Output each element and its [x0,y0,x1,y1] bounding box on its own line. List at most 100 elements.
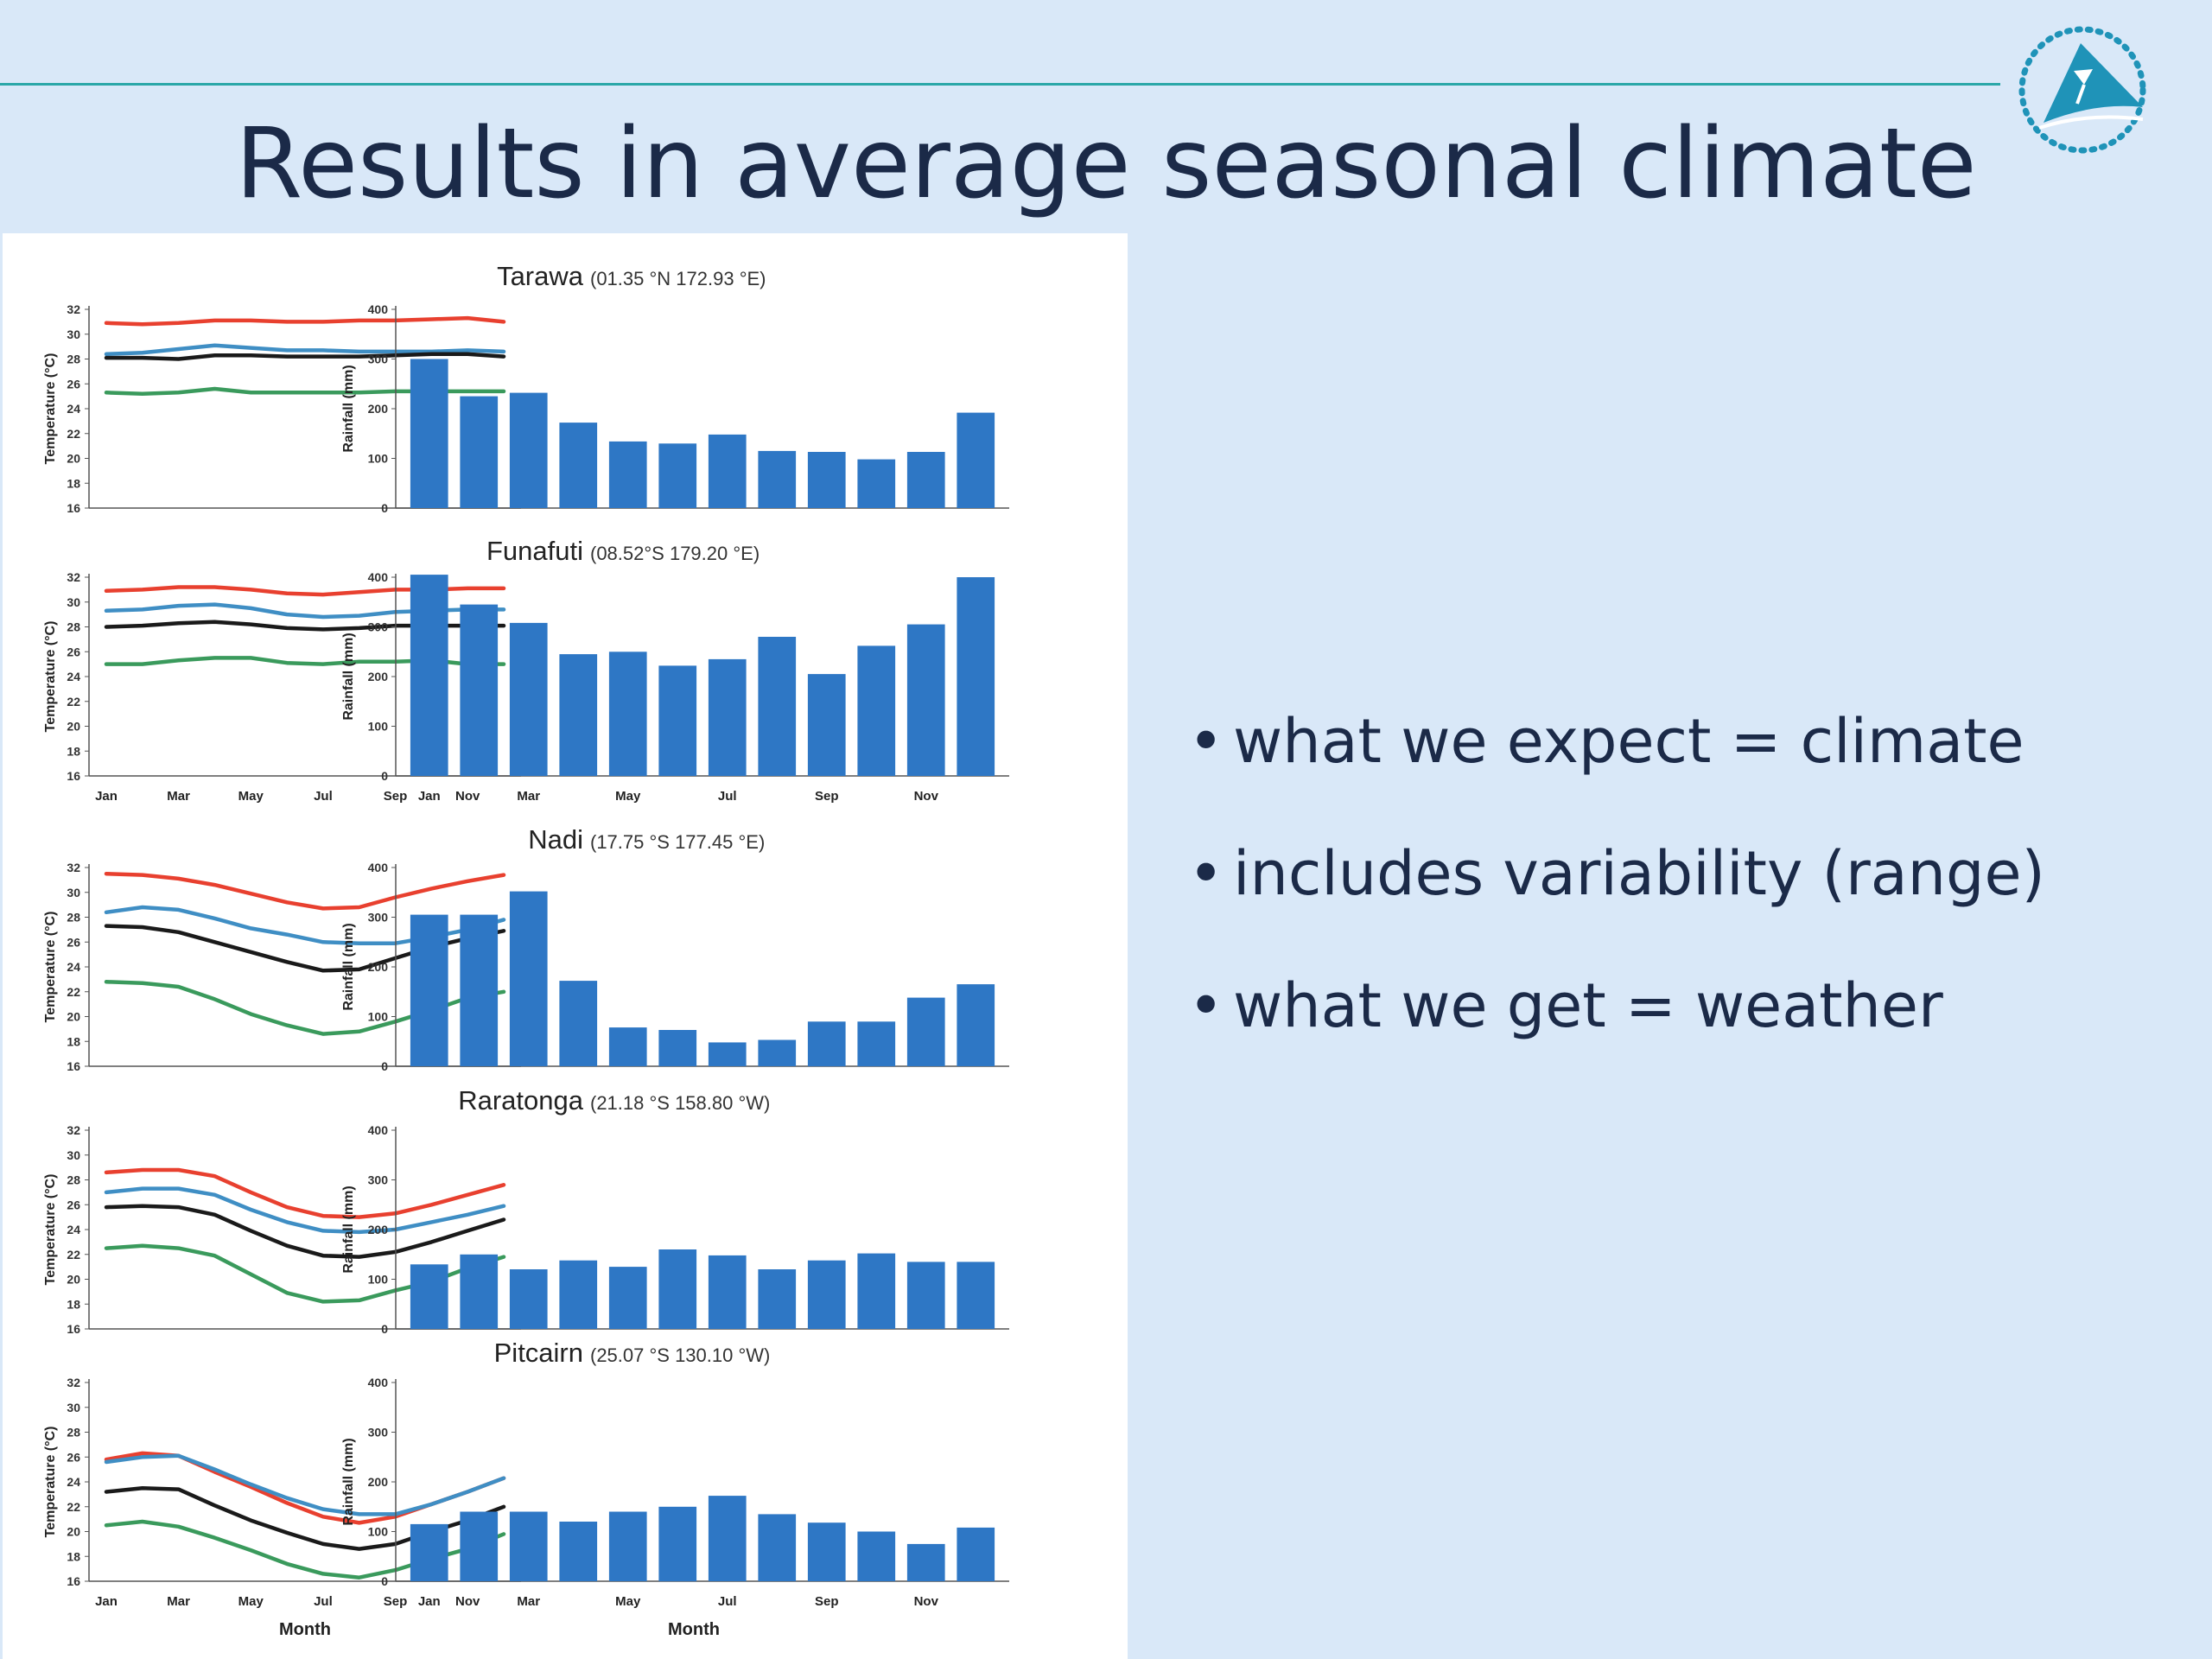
rainfall-y-tick-label: 0 [381,1322,388,1336]
rainfall-axis-label: Rainfall (mm) [341,923,356,1010]
rainfall-bar [807,1260,846,1329]
temperature-y-tick-label: 18 [67,1549,80,1563]
rainfall-x-tick-label: Jul [718,789,737,804]
temperature-y-tick-label: 30 [67,595,80,609]
rainfall-bar [708,658,747,776]
rainfall-bar [460,1254,499,1330]
station-name-label: Funafuti [486,536,583,566]
rainfall-bar [758,450,797,508]
temperature-y-tick-label: 18 [67,476,80,490]
rainfall-y-tick-label: 400 [368,1376,389,1389]
rainfall-bar [807,674,846,776]
temperature-y-tick-label: 18 [67,744,80,758]
temperature-x-tick-label: Nov [455,1594,480,1609]
station-coordinates-label: (25.07 °S 130.10 °W) [590,1344,770,1366]
rainfall-bar [658,1249,697,1329]
temperature-y-tick-label: 28 [67,1426,80,1440]
temperature-y-tick-label: 30 [67,1401,80,1414]
rainfall-x-tick-label: Nov [914,789,939,804]
rainfall-bar [509,1511,548,1581]
rainfall-bar [758,637,797,776]
temperature-y-tick-label: 30 [67,327,80,341]
climate-charts: Tarawa (01.35 °N 172.93 °E) 16 18 20 22 24 26 28… [43,261,1009,1639]
rainfall-bar [559,1522,598,1581]
rainfall-x-tick-label: Mar [517,1594,540,1609]
temperature-y-tick-label: 26 [67,377,80,391]
temperature-y-tick-label: 32 [67,570,80,584]
station-coordinates-label: (21.18 °S 158.80 °W) [590,1092,770,1114]
bullet-dot: • [1188,706,1224,777]
rainfall-y-tick-label: 200 [368,1223,389,1236]
rainfall-bar [906,1262,945,1329]
temperature-y-tick-label: 16 [67,501,80,515]
rainfall-y-tick-label: 0 [381,1059,388,1073]
temperature-axis-label: Temperature (°C) [43,1427,58,1538]
slide-title: Results in average seasonal climate [235,108,1977,220]
rainfall-bar [906,624,945,776]
temperature-y-tick-label: 18 [67,1034,80,1048]
rainfall-y-tick-label: 200 [368,402,389,416]
bullet-dot: • [1188,838,1224,909]
temperature-y-tick-label: 26 [67,1450,80,1464]
station-coordinates-label: (01.35 °N 172.93 °E) [590,268,766,289]
temperature-y-tick-label: 32 [67,1123,80,1137]
rainfall-bar [559,423,598,508]
rainfall-bar [559,654,598,776]
station-name-label: Tarawa [497,261,584,291]
rainfall-bar [658,443,697,509]
rainfall-bar [857,645,896,776]
rainfall-bar [608,1267,647,1329]
station-coordinates-label: (17.75 °S 177.45 °E) [590,831,765,853]
station-name-label: Raratonga [458,1085,584,1116]
rainfall-x-tick-label: May [615,789,641,804]
temperature-axis-label: Temperature (°C) [43,1174,58,1286]
rainfall-bar [509,891,548,1066]
rainfall-x-tick-label: Sep [815,789,839,804]
rainfall-y-tick-label: 300 [368,1426,389,1440]
bullet-text: what we get = weather [1233,970,1943,1041]
station-coordinates-label: (08.52°S 179.20 °E) [590,543,760,564]
rainfall-bar [758,1039,797,1066]
climate-figure-panel: Tarawa (01.35 °N 172.93 °E) 16 18 20 22 24 26 28… [3,233,1128,1659]
temperature-y-tick-label: 16 [67,1574,80,1588]
bullet-item: • what we get = weather [1188,963,2045,1095]
temperature-x-tick-label: Mar [167,1594,190,1609]
rainfall-bar [658,665,697,776]
temperature-axis-label: Temperature (°C) [43,621,58,733]
rainfall-y-tick-label: 100 [368,1525,389,1539]
temperature-x-tick-label: Mar [167,789,190,804]
rainfall-bar [906,1543,945,1581]
rainfall-y-tick-label: 0 [381,1574,388,1588]
rainfall-y-tick-label: 200 [368,670,389,683]
rainfall-y-tick-label: 0 [381,501,388,515]
rainfall-bar [708,1496,747,1581]
rainfall-y-tick-label: 100 [368,452,389,466]
rainfall-y-tick-label: 100 [368,720,389,734]
title-divider-line [0,83,2000,86]
temperature-x-tick-label: Jan [95,1594,118,1609]
temperature-x-axis-title: Month [279,1620,331,1639]
temperature-series-line [104,1453,506,1516]
rainfall-y-tick-label: 300 [368,1173,389,1187]
temperature-x-tick-label: Sep [384,1594,408,1609]
temperature-y-tick-label: 22 [67,1248,80,1262]
temperature-y-tick-label: 18 [67,1297,80,1311]
temperature-y-tick-label: 26 [67,1198,80,1211]
temperature-y-tick-label: 30 [67,1148,80,1162]
temperature-x-tick-label: Jul [314,789,333,804]
temperature-y-tick-label: 20 [67,1273,80,1287]
station-name-label: Pitcairn [494,1338,583,1368]
rainfall-bar [509,392,548,508]
rainfall-x-tick-label: Nov [914,1594,939,1609]
rainfall-y-tick-label: 0 [381,769,388,783]
rainfall-y-tick-label: 400 [368,570,389,584]
rainfall-bar [906,452,945,508]
bullet-list: • what we expect = climate • includes vari… [1188,698,2045,1095]
rainfall-axis-label: Rainfall (mm) [341,632,356,720]
temperature-y-tick-label: 24 [67,670,80,683]
rainfall-bar [758,1269,797,1329]
rainfall-y-tick-label: 200 [368,960,389,974]
temperature-y-tick-label: 24 [67,1475,80,1489]
rainfall-axis-label: Rainfall (mm) [341,1185,356,1273]
rainfall-y-tick-label: 200 [368,1475,389,1489]
